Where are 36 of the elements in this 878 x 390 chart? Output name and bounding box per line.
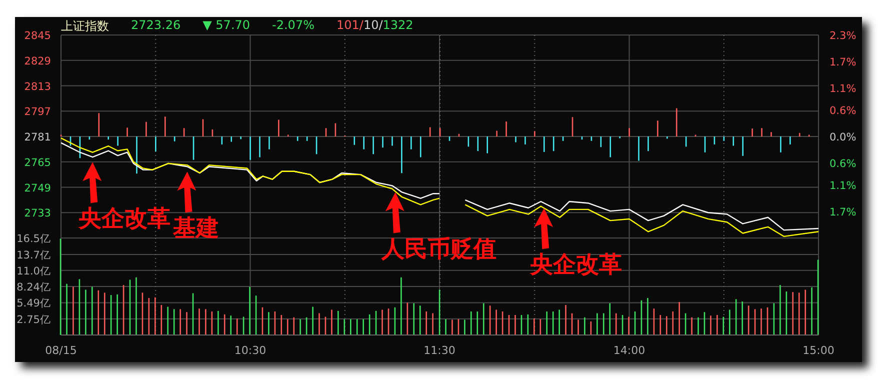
x-tick-label: 14:00: [612, 344, 645, 357]
y-tick-label: 2797: [24, 106, 51, 118]
chart-title: 上证指数: [61, 18, 109, 34]
text: 101/10/1322: [336, 18, 414, 32]
y-tick-label: 2813: [24, 80, 51, 93]
x-tick-label: 15:00: [802, 344, 834, 357]
y2-tick-label: 1.7%: [829, 56, 856, 68]
annotation: 央企改革: [78, 206, 171, 232]
y2-tick-label: 0.0%: [829, 132, 856, 144]
y-tick-label: 13.7亿: [16, 249, 51, 262]
text: -2.07%: [272, 18, 314, 34]
y2-tick-label: 1.1%: [829, 180, 856, 192]
y-tick-label: 2781: [24, 132, 51, 144]
annotation: 人民币贬值: [380, 236, 496, 262]
x-tick-label: 08/15: [45, 344, 77, 357]
text: 2723.26: [131, 18, 181, 34]
y-tick-label: 16.5亿: [16, 233, 51, 245]
y2-tick-label: 0.6%: [829, 158, 856, 170]
y-tick-label: 8.24亿: [16, 282, 51, 294]
y-tick-label: 2749: [24, 182, 51, 194]
x-tick-label: 11:30: [424, 344, 456, 357]
y2-tick-label: 0.6%: [829, 105, 856, 118]
text: ▼ 57.70: [202, 18, 250, 34]
x-tick-label: 10:30: [234, 344, 266, 357]
y2-tick-label: 2.3%: [829, 30, 856, 42]
y-tick-label: 2845: [24, 30, 51, 42]
y-tick-label: 2.75亿: [16, 314, 51, 326]
annotation: 基建: [172, 216, 220, 242]
y-tick-label: 5.49亿: [16, 298, 51, 310]
y-tick-label: 11.0亿: [16, 265, 51, 278]
annotation: 央企改革: [530, 252, 622, 278]
y-tick-label: 2765: [24, 156, 51, 169]
y2-tick-label: 1.7%: [829, 206, 856, 219]
y-tick-label: 2829: [24, 55, 51, 68]
y2-tick-label: 1.1%: [829, 82, 856, 95]
y-tick-label: 2733: [24, 208, 51, 220]
